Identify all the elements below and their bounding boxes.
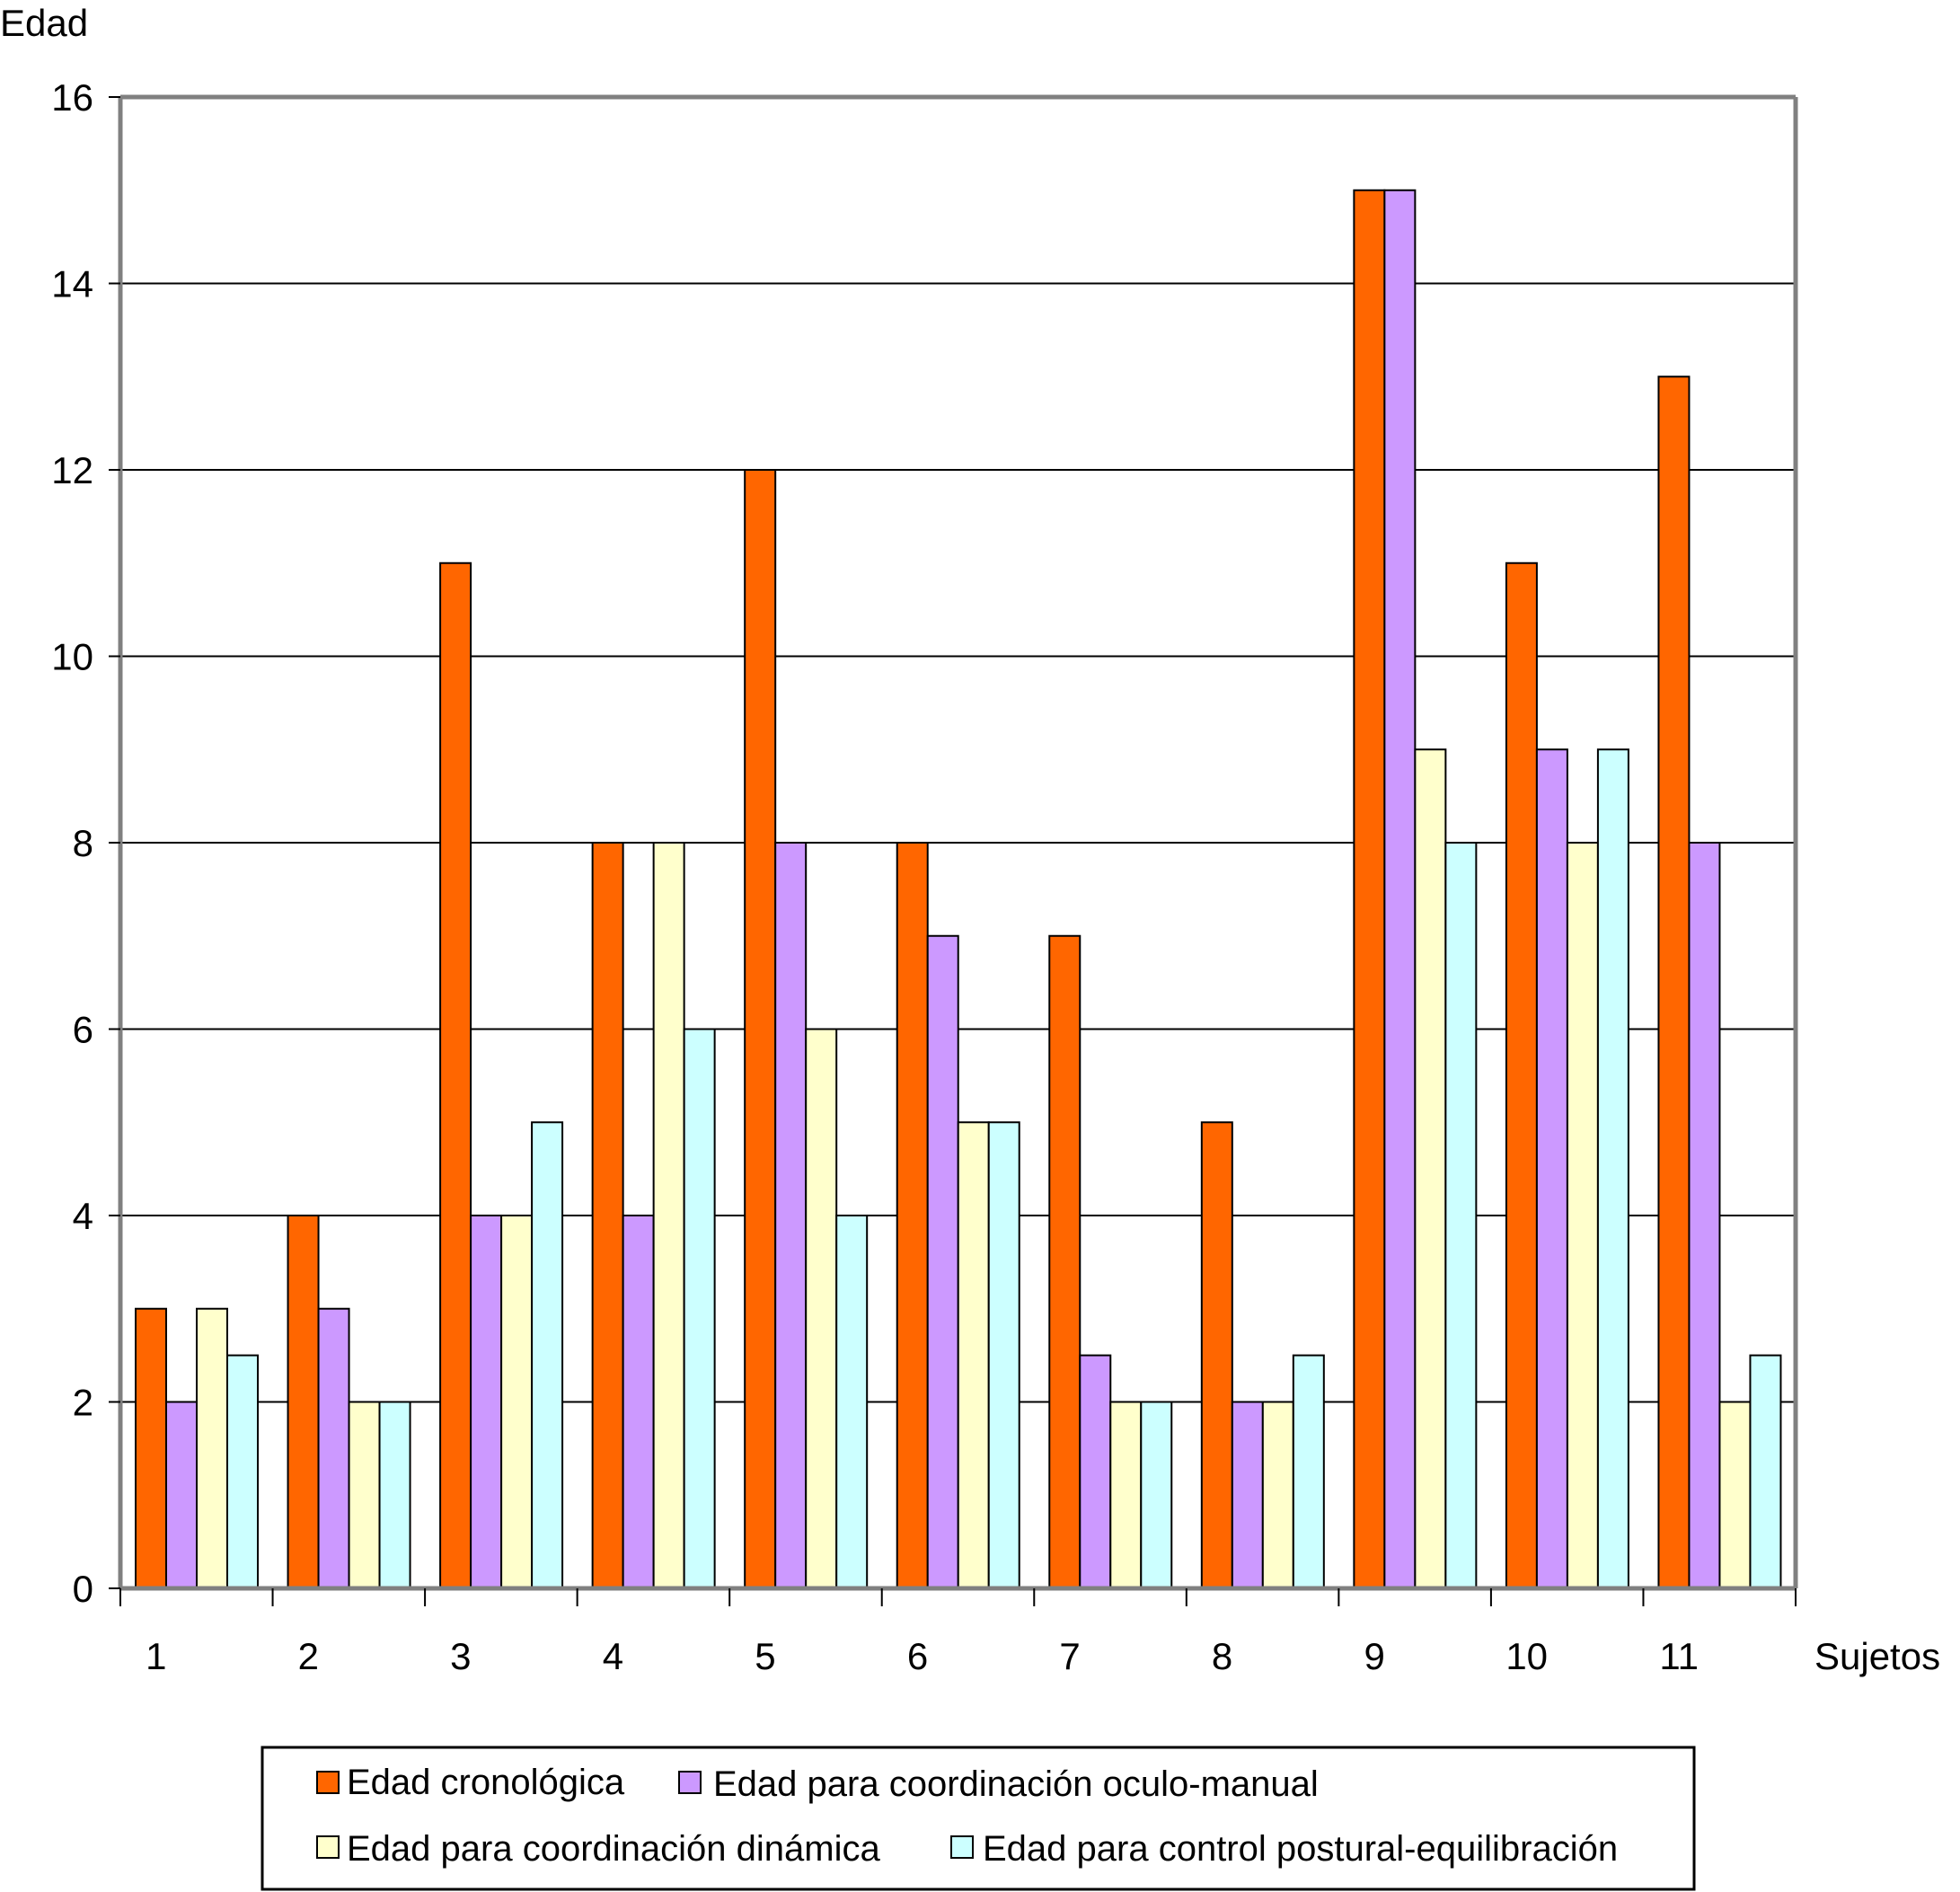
bar <box>470 1215 503 1589</box>
x-tick-label: 8 <box>1212 1635 1232 1677</box>
bar <box>987 1121 1020 1589</box>
bar <box>1505 561 1538 1589</box>
bar <box>378 1401 411 1589</box>
y-tick-label: 12 <box>51 449 93 491</box>
y-tick-label: 14 <box>51 263 93 305</box>
x-tick-label: 6 <box>907 1635 928 1677</box>
bar <box>1079 1354 1112 1589</box>
y-tick-label: 0 <box>73 1568 93 1610</box>
bar <box>683 1028 716 1589</box>
bar <box>1535 748 1568 1589</box>
bar <box>439 561 472 1589</box>
legend-label: Edad para coordinación oculo-manual <box>713 1764 1319 1804</box>
bar <box>744 469 777 1589</box>
bar <box>287 1215 320 1589</box>
bar <box>896 842 929 1589</box>
x-tick-label: 4 <box>603 1635 623 1677</box>
legend: Edad cronológica Edad para coordinación o… <box>260 1746 1696 1891</box>
legend-box <box>260 1746 1696 1891</box>
legend-swatch <box>950 1835 974 1859</box>
bar <box>1657 376 1691 1589</box>
x-tick-label: 5 <box>755 1635 775 1677</box>
bar <box>1749 1354 1782 1589</box>
bar <box>317 1307 350 1589</box>
x-tick-label: 11 <box>1659 1635 1699 1677</box>
bar <box>1048 934 1082 1589</box>
bar <box>196 1307 228 1589</box>
bar <box>1566 842 1599 1589</box>
bar <box>531 1121 564 1589</box>
y-tick-label: 10 <box>51 636 93 678</box>
bar <box>135 1307 167 1589</box>
legend-label: Edad cronológica <box>347 1763 625 1802</box>
bar <box>957 1121 990 1589</box>
y-tick-labels: 0 2 4 6 8 10 12 14 16 <box>51 76 93 1610</box>
bar <box>1200 1121 1233 1589</box>
x-tick-label: 1 <box>146 1635 166 1677</box>
legend-swatch <box>316 1771 340 1794</box>
bar <box>835 1215 869 1589</box>
x-tick-label: 2 <box>298 1635 319 1677</box>
y-tick-label: 8 <box>73 822 93 864</box>
bar <box>652 842 685 1589</box>
bar <box>805 1028 838 1589</box>
bar <box>348 1401 381 1589</box>
x-tick-label: 10 <box>1505 1635 1548 1677</box>
bar <box>1596 748 1629 1589</box>
bar <box>1292 1354 1325 1589</box>
bar <box>926 934 959 1589</box>
y-tick-label: 2 <box>73 1382 93 1424</box>
bars <box>135 189 1782 1589</box>
y-axis-label: Edad <box>0 2 88 44</box>
bar <box>622 1215 655 1589</box>
bar <box>591 842 624 1589</box>
axes <box>109 94 1798 1606</box>
bar <box>774 842 808 1589</box>
x-tick-label: 3 <box>450 1635 471 1677</box>
y-tick-label: 6 <box>73 1009 93 1051</box>
bar <box>1140 1401 1173 1589</box>
y-tick-label: 4 <box>73 1195 93 1237</box>
bar <box>1353 189 1386 1589</box>
legend-label: Edad para coordinación dinámica <box>347 1829 880 1869</box>
bar <box>1444 842 1478 1589</box>
legend-label: Edad para control postural-equilibración <box>983 1829 1618 1869</box>
x-tick-labels: 1 2 3 4 5 6 7 8 9 10 11 <box>146 1635 1699 1677</box>
legend-swatch <box>316 1835 340 1859</box>
bar <box>1261 1401 1294 1589</box>
bar <box>1718 1401 1752 1589</box>
x-tick-label: 9 <box>1364 1635 1384 1677</box>
x-axis-label: Sujetos <box>1814 1635 1940 1677</box>
bar <box>500 1215 534 1589</box>
bar <box>1231 1401 1264 1589</box>
bar <box>1414 748 1447 1589</box>
bar <box>1688 842 1721 1589</box>
legend-swatch <box>678 1771 702 1794</box>
bar <box>1383 189 1417 1589</box>
bar <box>1109 1401 1143 1589</box>
y-tick-label: 16 <box>51 76 93 119</box>
bar <box>226 1354 259 1589</box>
x-tick-label: 7 <box>1059 1635 1080 1677</box>
bar <box>165 1401 198 1589</box>
